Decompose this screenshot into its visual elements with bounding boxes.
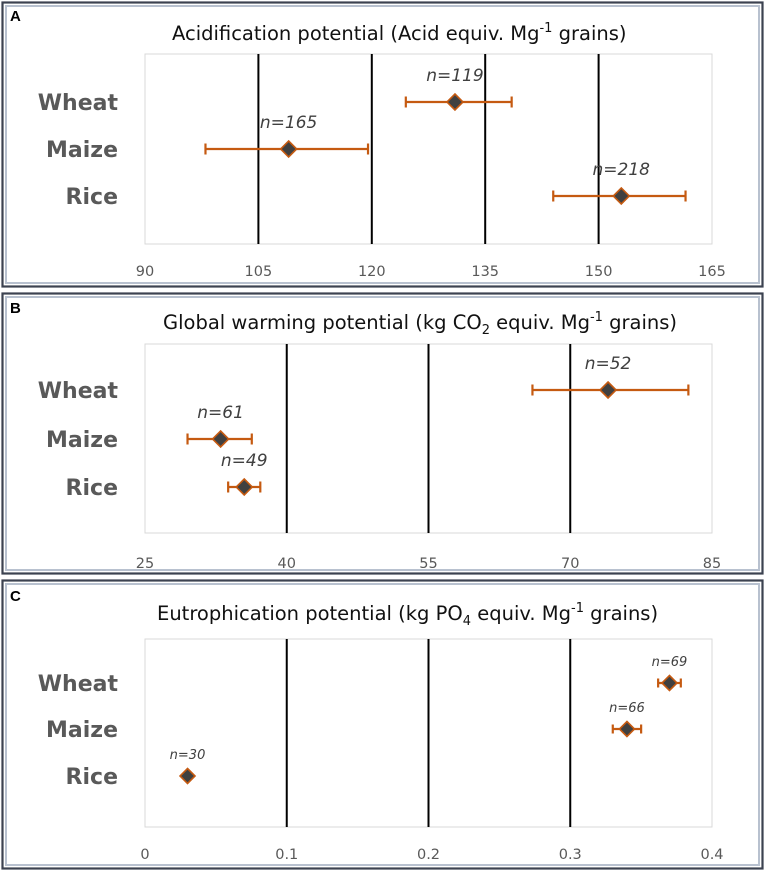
x-tick-label: 135 [471,264,499,280]
chart-title-text: Acidification potential (Acid equiv. Mg [172,22,539,45]
panel-frame-inner [5,583,760,866]
chart-title-superscript: -1 [590,310,603,325]
category-label-wheat: Wheat [38,379,119,404]
category-label-wheat: Wheat [38,91,119,116]
x-tick-label: 0.1 [275,847,298,863]
data-point-marker [660,674,679,692]
chart-title-text-end: grains) [603,311,677,334]
category-label-rice: Rice [66,476,118,501]
chart-title-text-end: grains) [552,22,626,45]
category-label-rice: Rice [66,765,118,790]
panel-letter: C [10,588,21,605]
x-tick-label: 70 [561,556,579,572]
chart-title-text: Global warming potential (kg CO [163,311,482,334]
chart-title-superscript: -1 [571,601,584,616]
data-point-marker [445,92,465,112]
x-tick-label: 0.2 [417,847,440,863]
data-point-marker [211,429,230,449]
chart-b-svg: B Global warming potential (kg CO2 equiv.… [1,292,764,575]
data-point-marker [235,477,254,497]
sample-size-label: n=66 [609,701,645,716]
data-point-marker [612,186,631,206]
panel-frame-outer [1,579,764,870]
panel-letter: B [10,300,21,317]
category-label-maize: Maize [46,428,118,453]
data-point-marker [618,720,636,738]
panel-frame-outer [1,1,764,288]
chart-title-subscript: 2 [482,323,490,338]
x-tick-label: 55 [419,556,437,572]
panel-b: B Global warming potential (kg CO2 equiv.… [0,291,765,576]
panel-c: C Eutrophication potential (kg PO4 equiv.… [0,578,765,871]
sample-size-label: n=119 [426,66,483,86]
x-tick-label: 120 [358,264,386,280]
x-tick-label: 0.4 [700,847,723,863]
chart-a-svg: A Acidification potential (Acid equiv. Mg… [1,1,764,288]
x-tick-label: 105 [245,264,273,280]
chart-title-text-mid: equiv. Mg [490,311,590,334]
category-label-rice: Rice [66,185,118,210]
category-label-maize: Maize [46,138,118,163]
data-point-marker [279,139,298,159]
panel-frame-inner [5,5,760,284]
chart-title: Acidification potential (Acid equiv. Mg-… [172,21,627,45]
x-tick-label: 25 [136,556,154,572]
sample-size-label: n=30 [170,748,206,763]
category-label-maize: Maize [46,718,118,743]
data-point-marker [178,767,197,785]
panel-frame-inner [5,296,760,571]
x-tick-label: 40 [278,556,296,572]
sample-size-label: n=165 [260,113,317,133]
chart-title-text: Eutrophication potential (kg PO [157,602,463,625]
sample-size-label: n=49 [221,451,268,471]
sample-size-label: n=69 [652,655,688,670]
x-tick-label: 85 [703,556,721,572]
x-tick-label: 0.3 [559,847,582,863]
x-tick-label: 150 [585,264,613,280]
chart-title: Eutrophication potential (kg PO4 equiv. … [157,601,658,629]
x-tick-label: 90 [136,264,154,280]
panel-frame-outer [1,292,764,575]
chart-c-svg: C Eutrophication potential (kg PO4 equiv.… [1,579,764,870]
panel-a: A Acidification potential (Acid equiv. Mg… [0,0,765,289]
chart-title-superscript: -1 [539,21,552,36]
panel-letter: A [10,8,21,25]
sample-size-label: n=218 [593,160,651,180]
chart-title-text-end: grains) [584,602,658,625]
x-tick-label: 165 [698,264,726,280]
data-point-marker [598,380,618,400]
chart-title: Global warming potential (kg CO2 equiv. … [163,310,677,338]
category-label-wheat: Wheat [38,672,119,697]
chart-title-subscript: 4 [463,614,471,629]
chart-title-text-mid: equiv. Mg [471,602,571,625]
x-tick-label: 0 [140,847,149,863]
sample-size-label: n=52 [585,354,632,374]
sample-size-label: n=61 [197,403,244,423]
